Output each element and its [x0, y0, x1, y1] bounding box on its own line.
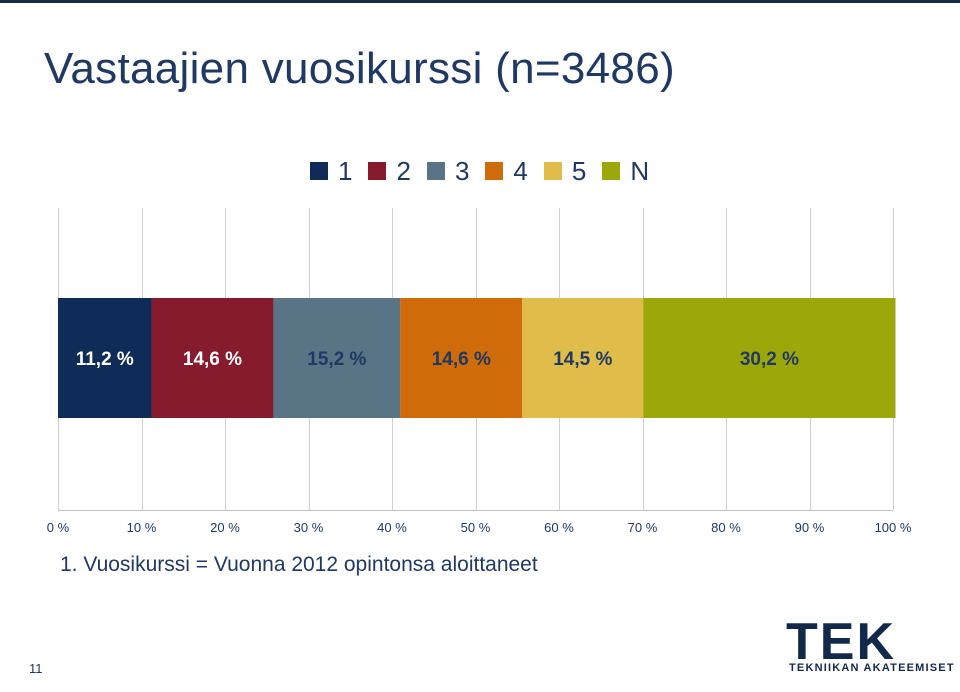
legend-swatch [368, 162, 387, 180]
data-label-5: 14,5 % [553, 349, 612, 370]
legend-label: N [630, 155, 650, 186]
x-tick-label: 70 % [628, 520, 658, 535]
tek-logo: TEK [786, 617, 896, 663]
legend-label: 4 [513, 155, 528, 186]
legend-swatch [602, 162, 621, 180]
top-rule [0, 0, 960, 3]
bar-segment-3 [273, 298, 401, 418]
bar-segment-1 [58, 298, 152, 418]
legend-item-1: 1 [310, 156, 352, 187]
data-label-1: 11,2 % [76, 349, 134, 370]
data-label-2: 14,6 % [183, 349, 242, 370]
x-tick-label: 90 % [795, 520, 825, 535]
bar-segment-2 [151, 298, 274, 418]
bar-segment-N [643, 298, 896, 418]
footnote: 1. Vuosikurssi = Vuonna 2012 opintonsa a… [60, 553, 538, 576]
page-number: 11 [29, 661, 43, 676]
x-tick-label: 80 % [711, 520, 741, 535]
legend-label: 2 [396, 155, 411, 186]
data-label-4: 14,6 % [432, 349, 491, 370]
legend-swatch [543, 162, 562, 180]
x-tick-label: 0 % [47, 520, 70, 535]
legend-swatch [310, 162, 328, 180]
bar-segment-5 [522, 298, 644, 418]
tek-logo-subtitle: TEKNIIKAN AKATEEMISET [789, 662, 955, 674]
x-tick-label: 10 % [127, 520, 157, 535]
slide-title: Vastaajien vuosikurssi (n=3486) [44, 44, 675, 93]
stacked-bar-chart: 0 % 10 % 20 % 30 % 40 % 50 % 60 % 70 % 80 % 90 % 1… [47, 208, 912, 535]
legend-swatch [485, 162, 504, 180]
legend-item-5: 5 [543, 155, 587, 187]
x-tick-label: 20 % [210, 520, 240, 535]
tek-logo-text: TEK [786, 617, 896, 663]
legend-swatch [426, 162, 445, 180]
chart-legend: 1 2 3 4 5 N [310, 156, 649, 186]
x-tick-label: 30 % [294, 520, 324, 535]
x-tick-label: 60 % [544, 520, 574, 535]
x-tick-label: 50 % [461, 520, 491, 535]
legend-item-4: 4 [485, 155, 528, 187]
data-label-3: 15,2 % [307, 349, 366, 370]
legend-label: 1 [338, 155, 353, 186]
data-label-N: 30,2 % [740, 349, 799, 370]
legend-item-2: 2 [368, 155, 411, 187]
legend-item-N: N [602, 156, 649, 187]
legend-item-3: 3 [426, 155, 470, 187]
x-tick-label: 40 % [377, 520, 407, 535]
bar-segment-4 [400, 298, 523, 418]
legend-label: 3 [454, 155, 470, 186]
legend-label: 5 [571, 155, 587, 186]
x-tick-label: 100 % [875, 520, 912, 535]
